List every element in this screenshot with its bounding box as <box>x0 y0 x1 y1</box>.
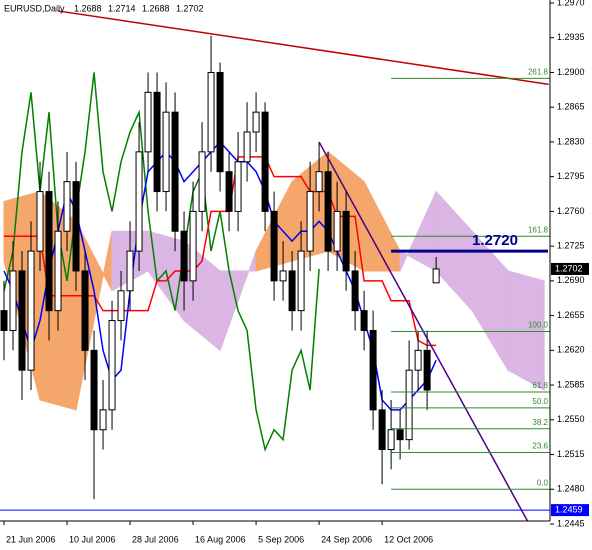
x-tick-label: 12 Oct 2006 <box>384 534 433 544</box>
x-tick-label: 16 Aug 2006 <box>195 534 246 544</box>
candle-body <box>45 191 53 312</box>
y-tick-label: 1.2935 <box>557 32 585 42</box>
y-tick-label: 1.2550 <box>557 414 585 424</box>
y-tick-label: 1.2970 <box>557 0 585 7</box>
candle-body <box>63 181 71 232</box>
candle-body <box>117 290 125 322</box>
y-tick-label: 1.2725 <box>557 241 585 251</box>
fibo-label: 61.8 <box>532 381 548 390</box>
candle-body <box>288 270 296 312</box>
current-price-box <box>551 262 589 275</box>
candle-body <box>126 250 134 292</box>
candle-body <box>234 161 242 212</box>
y-tick-label: 1.2830 <box>557 136 585 146</box>
candle-body <box>342 210 350 272</box>
plot-area: 261.8 161.8 100.0 61.8 50.0 38.2 23.6 0.0 1.2720 <box>0 10 550 521</box>
y-tick-label: 1.2515 <box>557 449 585 459</box>
candle-body <box>324 171 332 252</box>
target-label: 1.2720 <box>472 232 518 249</box>
header-open: 1.2688 <box>74 3 102 13</box>
fibo-label: 100.0 <box>528 321 549 330</box>
candle-body <box>36 191 44 252</box>
cloud-segment <box>507 270 545 391</box>
kijun-line <box>4 156 437 347</box>
candle-body <box>252 111 260 133</box>
candle-body <box>423 349 431 391</box>
header-high: 1.2714 <box>108 3 136 13</box>
candle-body <box>360 310 368 331</box>
fibo-label: 23.6 <box>532 442 548 451</box>
header-low: 1.2688 <box>142 3 170 13</box>
y-tick-label: 1.2445 <box>557 518 585 528</box>
x-tick-label: 5 Sep 2006 <box>258 534 304 544</box>
candle-body <box>270 210 278 282</box>
candle-body <box>72 181 80 272</box>
symbol: EURUSD,Daily <box>4 3 65 13</box>
candle-body <box>99 409 107 431</box>
candle-body <box>216 71 224 173</box>
header-close: 1.2702 <box>176 3 204 13</box>
candle-body <box>162 111 170 193</box>
fibo-label: 261.8 <box>528 68 549 77</box>
candle-body <box>225 171 233 212</box>
candle-body <box>432 268 440 284</box>
candle-body <box>333 210 341 252</box>
candle-body <box>351 270 359 312</box>
fibo-label: 161.8 <box>528 225 549 234</box>
candle-body <box>315 171 323 193</box>
x-tick-label: 28 Jul 2006 <box>132 534 179 544</box>
header: EURUSD,Daily 1.2688 1.2714 1.2688 1.2702 <box>4 3 204 13</box>
y-tick-label: 1.2865 <box>557 102 585 112</box>
candle-body <box>207 71 215 153</box>
candle-body <box>279 270 287 282</box>
candle-body <box>243 131 251 163</box>
x-tick-label: 21 Jun 2006 <box>6 534 56 544</box>
x-tick-label: 24 Sep 2006 <box>321 534 372 544</box>
candle-body <box>198 151 206 212</box>
candle-body <box>0 310 8 331</box>
y-tick-label: 1.2655 <box>557 310 585 320</box>
candle-body <box>189 210 197 282</box>
fibo-label: 50.0 <box>532 397 548 406</box>
candle-body <box>90 349 98 431</box>
candle-body <box>18 270 26 371</box>
candle-body <box>306 191 314 252</box>
y-tick-label: 1.2480 <box>557 484 585 494</box>
candle-body <box>81 270 89 351</box>
candle-body <box>180 230 188 282</box>
chikou-line <box>3 72 320 452</box>
y-tick-label: 1.2900 <box>557 67 585 77</box>
candle-body <box>9 270 17 331</box>
y-tick-label: 1.2795 <box>557 171 585 181</box>
current-price-label: 1.2702 <box>555 263 583 273</box>
y-tick-label: 1.2690 <box>557 275 585 285</box>
y-tick-label: 1.2620 <box>557 345 585 355</box>
fibo-label: 38.2 <box>532 418 548 427</box>
candle-body <box>369 329 377 411</box>
support-price-box <box>551 504 589 517</box>
candle-body <box>171 111 179 232</box>
candle-body <box>153 91 161 193</box>
candle-body <box>27 250 35 371</box>
candle-body <box>135 151 143 252</box>
candle-body <box>378 409 386 451</box>
candle-body <box>396 429 404 441</box>
x-tick-label: 10 Jul 2006 <box>69 534 116 544</box>
candle-body <box>405 369 413 441</box>
y-tick-label: 1.2760 <box>557 206 585 216</box>
candle-body <box>261 111 269 212</box>
trendline <box>318 141 529 521</box>
candle-body <box>414 349 422 371</box>
candle-body <box>387 429 395 451</box>
fibo-label: 0.0 <box>537 478 549 487</box>
support-price-label: 1.2459 <box>555 504 583 514</box>
candle-body <box>54 230 62 312</box>
candle-body <box>144 91 152 153</box>
y-tick-label: 1.2585 <box>557 379 585 389</box>
candle-body <box>297 250 305 312</box>
candle-body <box>108 320 116 411</box>
trendline <box>57 10 549 86</box>
